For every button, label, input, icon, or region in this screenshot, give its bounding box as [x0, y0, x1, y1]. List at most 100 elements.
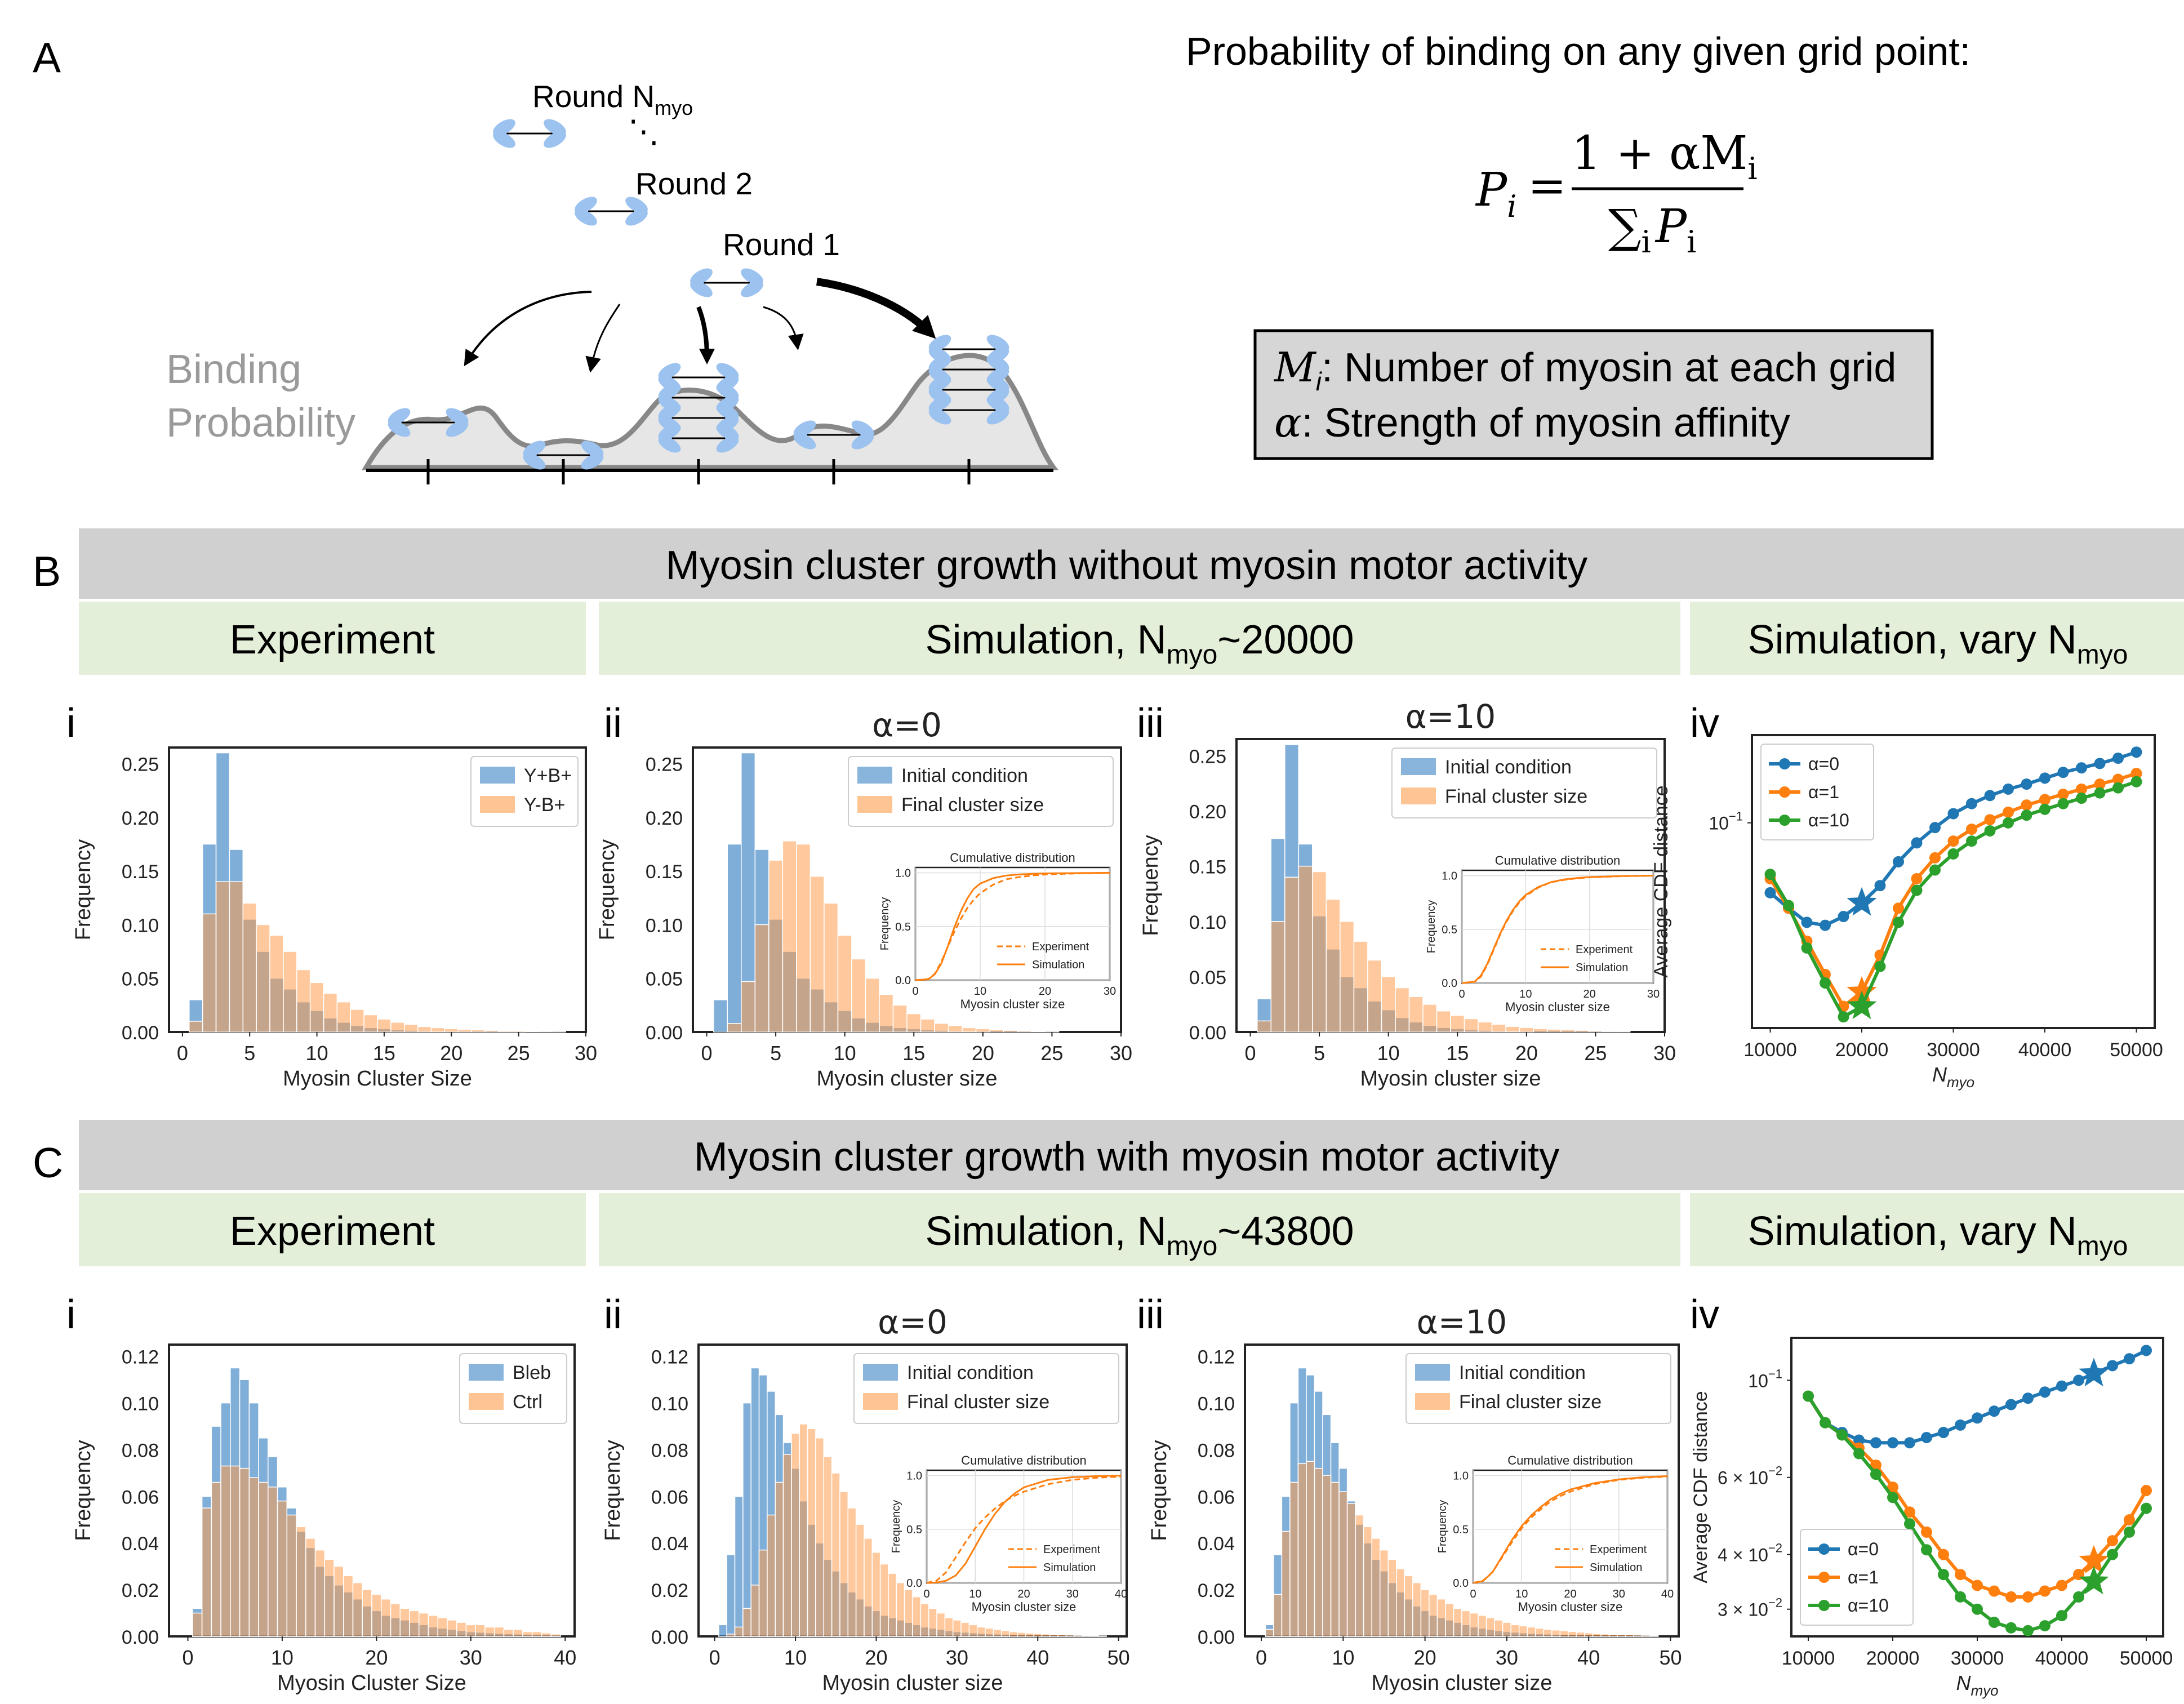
histogram-bar	[229, 881, 244, 1033]
optimum-star	[1847, 976, 1877, 1005]
histogram-bar	[758, 1549, 768, 1637]
x-tick-label: 0	[182, 1646, 193, 1669]
histogram-bar	[912, 1596, 922, 1637]
formula-box-line-1: Mi: Number of myosin at each grid	[1273, 344, 1896, 396]
inset-legend-label: Simulation	[1590, 1561, 1642, 1574]
inset-x-tick-label: 30	[1104, 985, 1116, 998]
y-axis-label: Frequency	[72, 1440, 95, 1541]
myosin-head	[986, 395, 1009, 412]
inset-series-line	[926, 1475, 1122, 1584]
inset-x-tick-label: 10	[969, 1588, 981, 1600]
histogram-bar	[824, 902, 839, 1033]
myosin-head	[523, 453, 546, 470]
y-tick-label: 0.15	[122, 861, 159, 883]
myosin-head	[575, 209, 597, 226]
sub-label-c-ii: ii	[604, 1292, 622, 1337]
histogram-bar	[726, 1554, 736, 1637]
inset-frame	[1461, 869, 1654, 984]
histogram-bar	[352, 1582, 363, 1637]
y-tick-label: 0.20	[122, 808, 159, 829]
legend-label: Initial condition	[907, 1362, 1034, 1383]
histogram-bar	[1009, 1631, 1018, 1637]
histogram-bar	[268, 1487, 278, 1637]
histogram-bar	[1033, 1633, 1043, 1637]
bound-myosin	[523, 441, 604, 470]
histogram-bar	[1478, 1614, 1487, 1637]
x-tick-label: 10	[271, 1646, 293, 1669]
myosin-head	[446, 408, 469, 425]
formula-numerator: 1 + αMi	[1572, 127, 1758, 186]
series-point	[2021, 778, 2032, 790]
legend-box	[1391, 748, 1657, 818]
x-tick-label: 30	[575, 1042, 597, 1065]
y-tick-label: 10−1	[1709, 809, 1743, 834]
x-tick-label: 30	[946, 1646, 968, 1669]
histogram-bar	[976, 1626, 986, 1637]
histogram-bar	[551, 1031, 566, 1033]
histogram-bar	[541, 1632, 551, 1637]
histogram-bar	[1340, 921, 1355, 1033]
inset-x-tick-label: 30	[1647, 988, 1660, 1000]
histogram-bar	[791, 1432, 800, 1637]
histogram-bar	[839, 1491, 849, 1637]
legend-swatch	[480, 767, 515, 784]
histogram-bar	[444, 1028, 459, 1033]
y-tick-label: 0.04	[122, 1533, 159, 1555]
y-tick-label: 0.12	[1198, 1347, 1235, 1368]
histogram-bar	[296, 969, 311, 1033]
inset-series-line	[915, 872, 1110, 981]
legend-marker	[1779, 815, 1790, 826]
histogram-bar	[1017, 1030, 1032, 1033]
x-axis-label: Myosin cluster size	[1360, 1067, 1541, 1091]
sub-label-b-i: i	[66, 701, 75, 746]
histogram-bar	[202, 913, 217, 1033]
histogram-bar	[1453, 1608, 1462, 1637]
histogram-bar	[1527, 1626, 1536, 1637]
series-point	[1820, 919, 1831, 931]
histogram-bar	[871, 1552, 881, 1637]
histogram-bar	[256, 924, 270, 1033]
series-point	[2107, 1535, 2118, 1547]
y-axis-label: Frequency	[72, 839, 95, 941]
legend-swatch	[863, 1393, 898, 1410]
x-tick-label: 20	[440, 1042, 462, 1065]
series-point	[1911, 873, 1923, 884]
chart-b-iv: 10000 20000 30000 40000 50000 Nmyo Average CDF…	[1651, 734, 2163, 1091]
histogram-bar	[258, 1481, 269, 1637]
myosin-head	[575, 197, 597, 213]
myosin-head	[716, 424, 739, 441]
section-c-title-bar	[79, 1120, 2184, 1190]
inset-x-tick-label: 20	[1564, 1588, 1576, 1600]
histogram-bar	[1533, 1028, 1548, 1033]
y-axis-label: Average CDF distance	[1651, 785, 1672, 977]
y-tick-label: 0.25	[122, 754, 159, 776]
histogram-bar	[1429, 1594, 1438, 1637]
y-tick-label: 0.00	[122, 1022, 159, 1044]
inset-title: Cumulative distribution	[1507, 1453, 1633, 1467]
series-point	[1921, 1544, 1932, 1556]
series-point	[1874, 880, 1886, 892]
myosin-head	[544, 119, 566, 136]
optimum-star	[1847, 887, 1877, 916]
histogram-bar	[1602, 1030, 1617, 1033]
inset-x-tick-label: 0	[1470, 1588, 1476, 1600]
legend-label: Y-B+	[524, 794, 565, 816]
histogram-bar	[1030, 1030, 1046, 1033]
series-point	[1853, 1434, 1865, 1446]
histogram-bar	[1568, 1631, 1577, 1637]
inset-legend-label: Experiment	[1590, 1543, 1647, 1556]
histogram-bar	[807, 1428, 816, 1637]
histogram-bar	[968, 1624, 978, 1637]
chart-c-ii: 0 10 20 30 40 500.000.020.040.060.080.100.12M…	[601, 1303, 1130, 1695]
y-tick-label: 4 × 10−2	[1718, 1541, 1782, 1565]
y-tick-label: 0.04	[651, 1533, 688, 1555]
myosin-head	[928, 395, 951, 412]
histogram-bar	[934, 1023, 949, 1033]
chart-c-iv: 10000 20000 30000 40000 50000 Nmyo Average CDF…	[1690, 1337, 2173, 1699]
section-b-title: Myosin cluster growth without myosin mot…	[666, 543, 1588, 588]
series-point	[1783, 900, 1794, 911]
series-point	[1893, 902, 1904, 914]
series-point	[2056, 1380, 2067, 1392]
myosin-head	[658, 403, 681, 420]
histogram-bar	[1592, 1633, 1602, 1637]
